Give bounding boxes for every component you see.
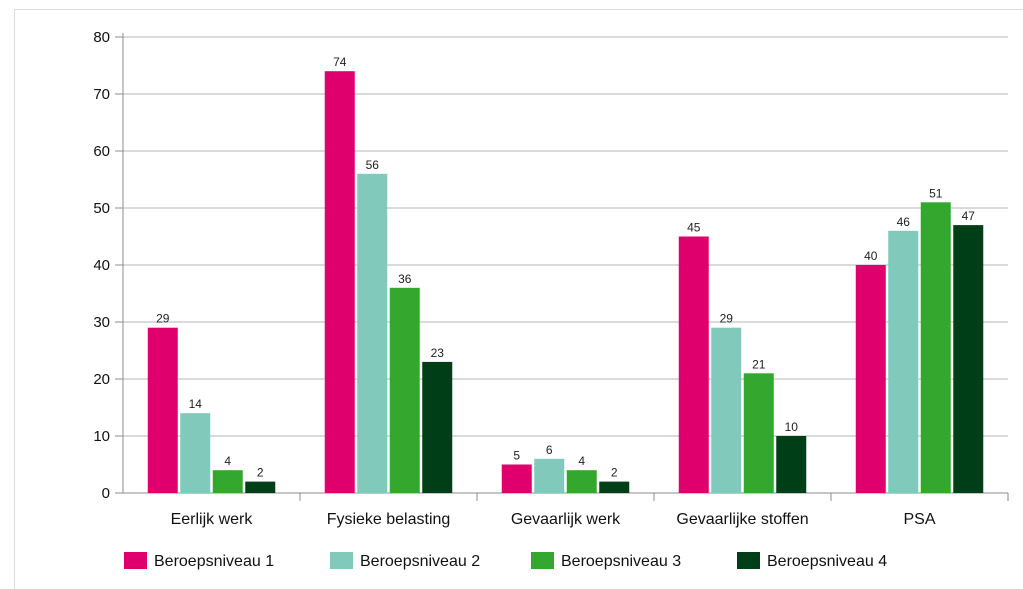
bar	[324, 71, 355, 493]
legend-swatch	[737, 552, 760, 569]
bar	[678, 236, 709, 493]
bar	[743, 373, 774, 493]
bar	[180, 413, 211, 493]
data-label: 4	[224, 454, 231, 468]
bar	[920, 202, 951, 494]
data-label: 40	[864, 249, 878, 263]
data-label: 2	[611, 466, 618, 480]
bar	[953, 225, 984, 493]
data-label: 47	[962, 209, 976, 223]
legend-label: Beroepsniveau 4	[767, 553, 887, 570]
y-tick-label: 70	[93, 86, 110, 103]
data-label: 2	[257, 466, 264, 480]
legend-swatch	[330, 552, 353, 569]
bar	[888, 230, 919, 494]
data-label: 23	[431, 346, 445, 360]
x-category-label: Gevaarlijke stoffen	[676, 511, 808, 528]
x-category-label: Fysieke belasting	[327, 511, 451, 528]
x-category-label: PSA	[903, 511, 935, 528]
bar	[711, 327, 742, 493]
bar	[212, 470, 243, 493]
y-tick-label: 10	[93, 428, 110, 445]
bar	[245, 481, 276, 493]
x-category-label: Eerlijk werk	[171, 511, 254, 528]
x-category-label: Gevaarlijk werk	[511, 511, 621, 528]
data-label: 21	[752, 357, 766, 371]
data-label: 56	[366, 158, 380, 172]
bar	[501, 464, 532, 493]
bar	[855, 265, 886, 493]
y-tick-label: 50	[93, 200, 110, 217]
y-tick-label: 40	[93, 257, 110, 274]
bar	[147, 327, 178, 493]
bar	[389, 287, 420, 493]
data-label: 74	[333, 55, 347, 69]
bar	[566, 470, 597, 493]
y-tick-label: 30	[93, 314, 110, 331]
bar	[776, 436, 807, 493]
legend-label: Beroepsniveau 3	[561, 553, 681, 570]
legend-label: Beroepsniveau 1	[154, 553, 274, 570]
bar	[422, 361, 453, 493]
y-tick-label: 0	[102, 485, 110, 502]
data-label: 10	[785, 420, 799, 434]
data-label: 6	[546, 443, 553, 457]
bar	[599, 481, 630, 493]
data-label: 46	[897, 215, 911, 229]
data-label: 45	[687, 221, 701, 235]
y-tick-label: 60	[93, 143, 110, 160]
data-label: 29	[156, 312, 170, 326]
y-tick-label: 20	[93, 371, 110, 388]
legend-swatch	[124, 552, 147, 569]
data-label: 51	[929, 186, 943, 200]
data-label: 29	[720, 312, 734, 326]
bar	[534, 458, 565, 493]
legend-label: Beroepsniveau 2	[360, 553, 480, 570]
data-label: 5	[513, 449, 520, 463]
data-label: 4	[578, 454, 585, 468]
legend-swatch	[531, 552, 554, 569]
data-label: 36	[398, 272, 412, 286]
chart-frame	[14, 9, 1023, 589]
data-label: 14	[189, 397, 203, 411]
y-tick-label: 80	[93, 29, 110, 46]
bar	[357, 173, 388, 494]
